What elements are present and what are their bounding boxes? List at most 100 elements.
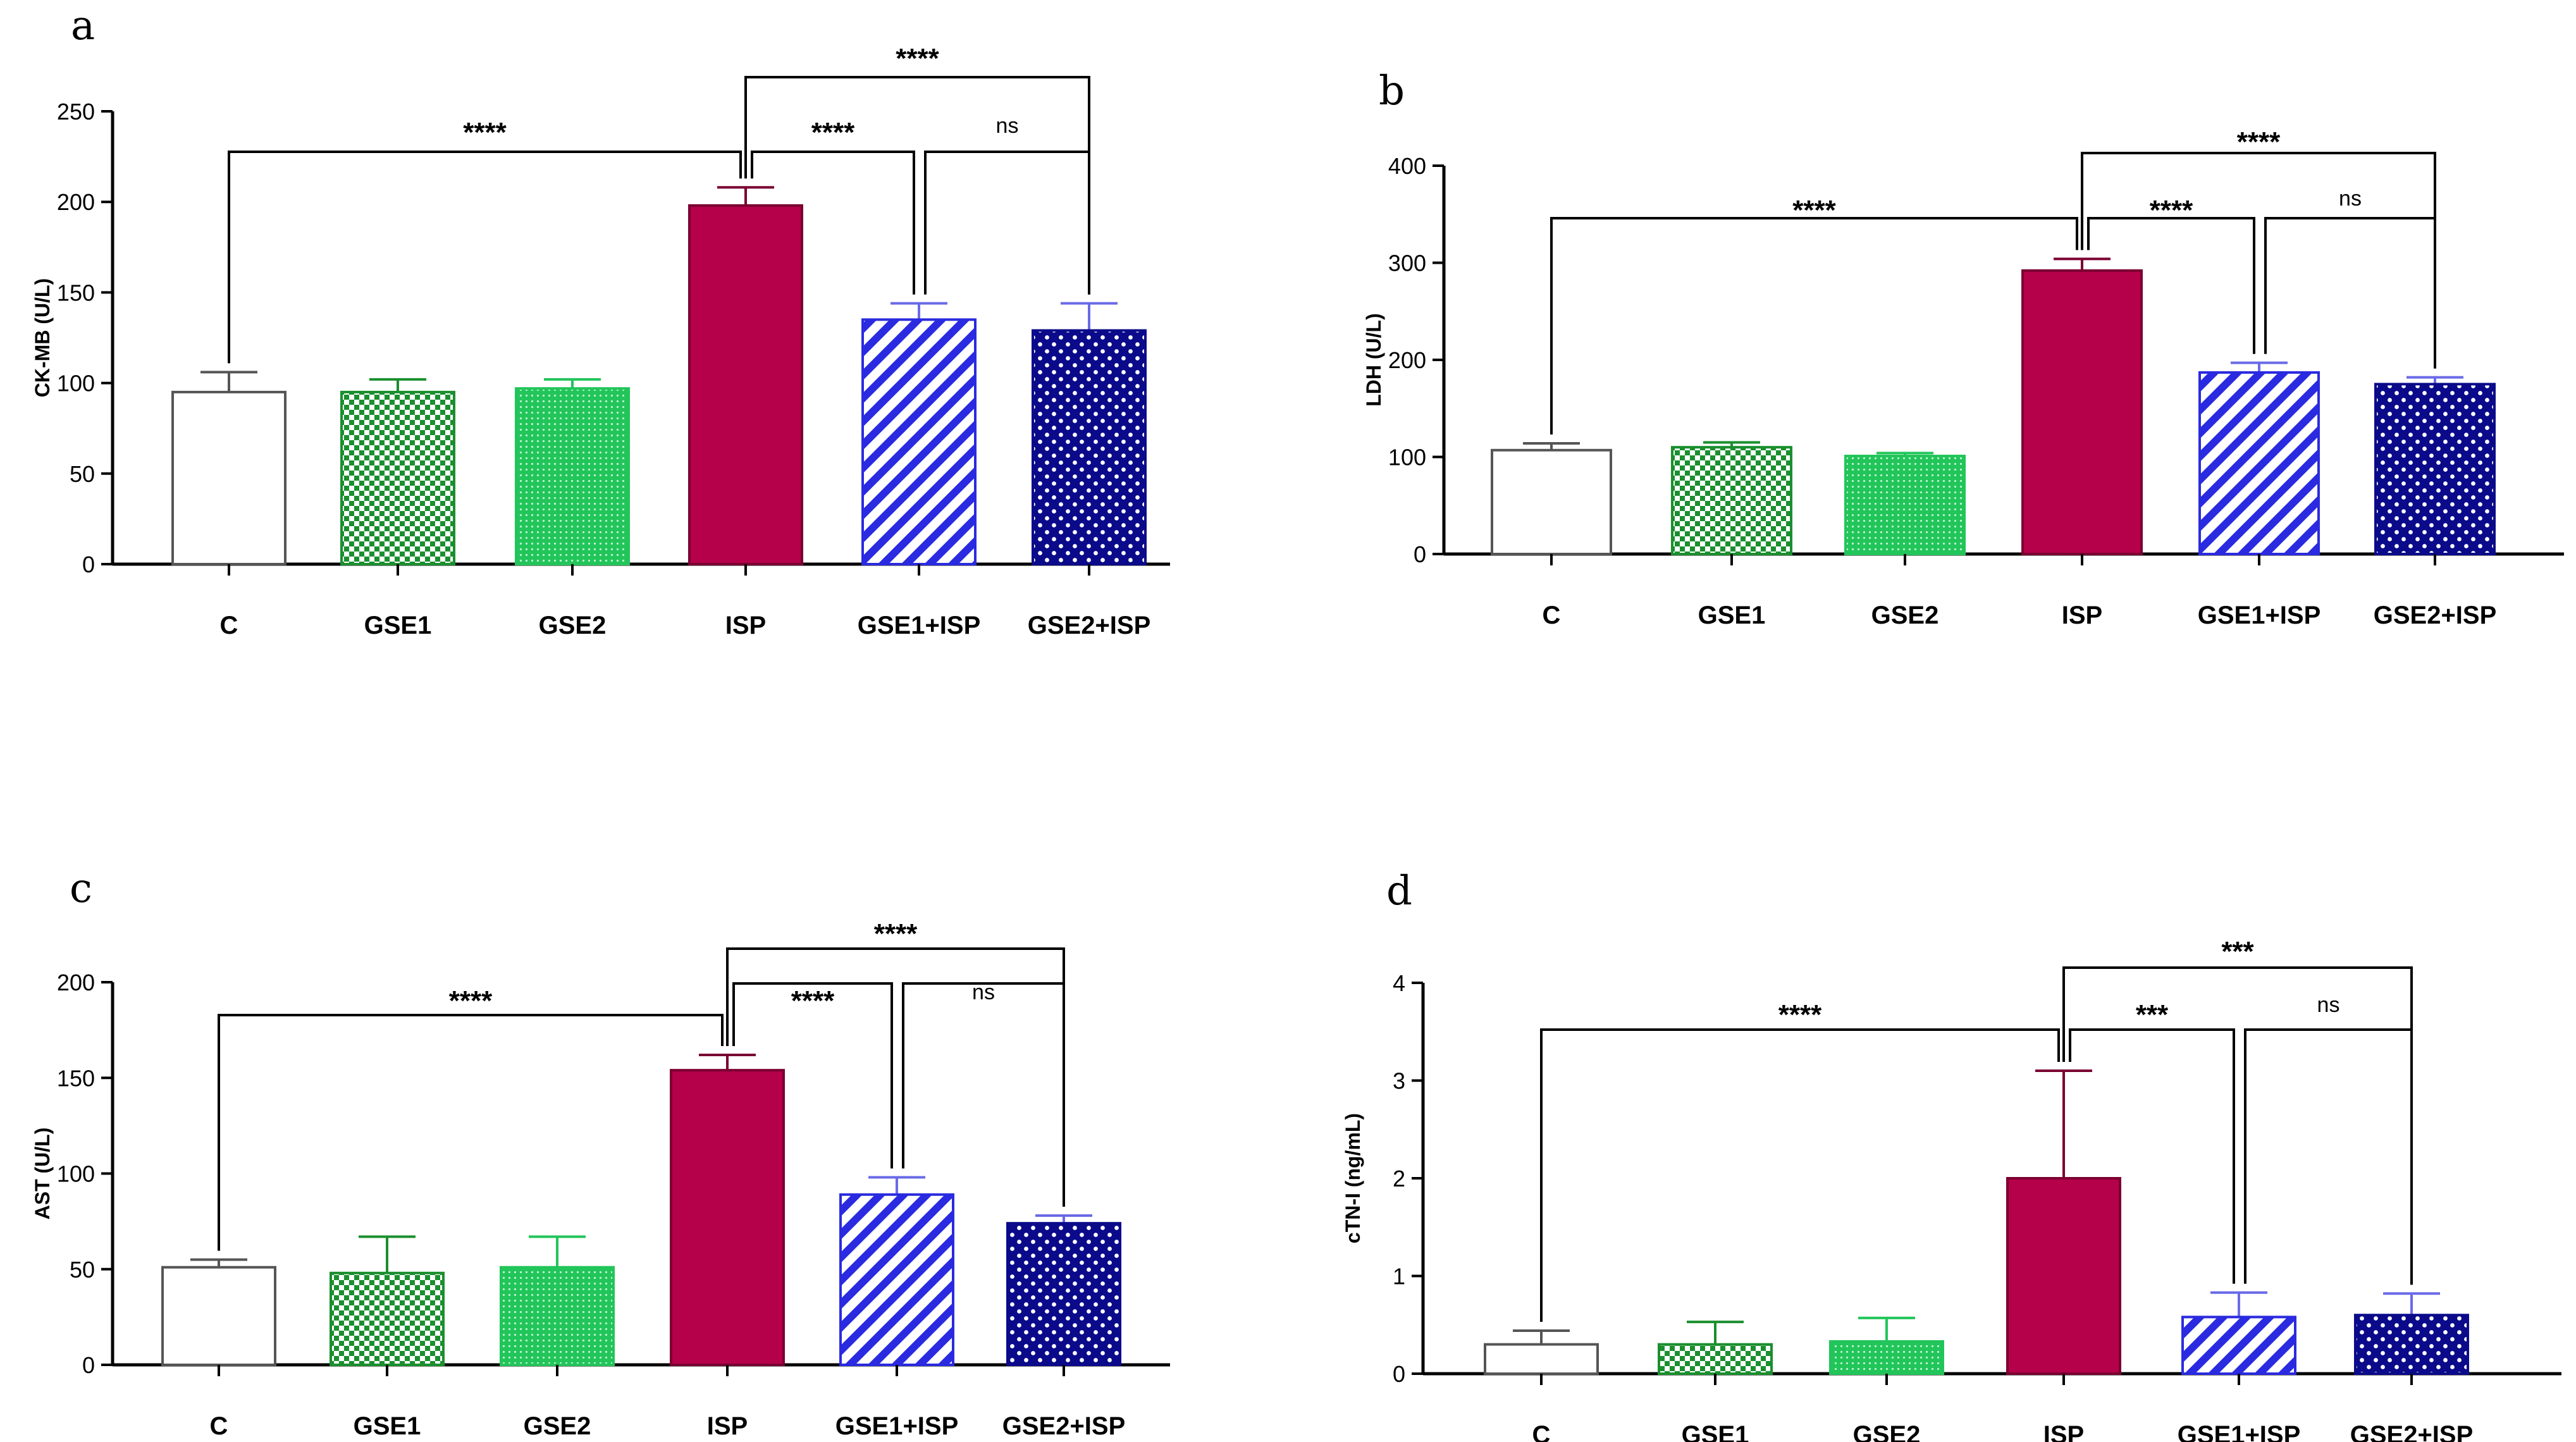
significance-label: ****	[463, 117, 507, 148]
x-tick-label: C	[1543, 601, 1561, 629]
y-tick-label: 150	[57, 280, 95, 305]
x-tick-label: C	[220, 612, 238, 639]
y-tick-label: 150	[57, 1065, 95, 1091]
bar-gse2	[515, 387, 630, 566]
significance-label: ****	[2237, 126, 2281, 157]
bar-gse1	[1671, 446, 1792, 556]
significance-label: ****	[2150, 195, 2193, 226]
x-tick-label: GSE2+ISP	[2350, 1421, 2474, 1442]
bar-c	[171, 390, 287, 565]
y-tick-label: 200	[1388, 347, 1426, 373]
y-tick-label: 300	[1388, 250, 1426, 276]
significance-bracket	[2087, 217, 2255, 354]
bar-gse2-plus-isp	[1032, 329, 1147, 565]
significance-bracket	[924, 151, 1090, 295]
bar-gse2-plus-isp	[2354, 1314, 2469, 1376]
x-tick-label: ISP	[725, 612, 766, 639]
x-tick-label: GSE2	[524, 1412, 591, 1440]
y-tick-label: 0	[1393, 1361, 1405, 1387]
significance-bracket	[732, 982, 893, 1169]
y-tick-label: 100	[1388, 445, 1426, 471]
panel-letter: a	[71, 3, 95, 49]
panel-letter: c	[70, 865, 92, 912]
bar-isp	[2021, 269, 2143, 555]
significance-label: ****	[874, 918, 918, 949]
bar-gse2-plus-isp	[1006, 1222, 1121, 1367]
y-axis-title: cTN-I (ng/mL)	[1341, 1113, 1364, 1243]
significance-bracket	[228, 151, 742, 364]
significance-label: ****	[449, 985, 493, 1016]
y-tick-label: 100	[57, 371, 95, 397]
significance-label: ****	[1792, 195, 1836, 226]
y-tick-label: 0	[1414, 541, 1426, 567]
y-tick-label: 2	[1393, 1166, 1405, 1192]
x-tick-label: GSE1	[354, 1412, 421, 1440]
significance-label: ****	[791, 985, 835, 1016]
bar-gse2	[1829, 1340, 1944, 1375]
significance-bracket	[2069, 1028, 2235, 1284]
y-tick-label: 4	[1393, 970, 1405, 996]
x-tick-label: GSE2	[539, 612, 607, 639]
significance-bracket	[2062, 966, 2413, 1285]
bar-gse1-plus-isp	[2198, 371, 2320, 556]
bar-isp	[670, 1069, 785, 1367]
significance-bracket	[726, 947, 1065, 1207]
x-tick-label: ISP	[2043, 1421, 2084, 1442]
significance-label: ***	[2136, 999, 2169, 1030]
y-tick-label: 1	[1393, 1264, 1405, 1290]
significance-bracket	[751, 151, 915, 295]
y-tick-label: 3	[1393, 1068, 1405, 1094]
x-tick-label: ISP	[707, 1412, 748, 1440]
significance-label: ns	[2317, 993, 2340, 1017]
y-tick-label: 200	[57, 189, 95, 215]
significance-label: ns	[972, 980, 995, 1004]
significance-bracket	[2081, 152, 2436, 369]
significance-bracket	[2264, 217, 2436, 369]
x-tick-label: GSE2+ISP	[1002, 1412, 1126, 1440]
bar-gse1	[340, 390, 455, 565]
significance-bracket	[1540, 1028, 2060, 1322]
x-tick-label: GSE1	[1682, 1421, 1749, 1442]
bar-isp	[688, 204, 803, 566]
y-tick-label: 100	[57, 1161, 95, 1187]
y-tick-label: 0	[82, 1352, 95, 1378]
x-tick-label: C	[210, 1412, 228, 1440]
bar-gse2-plus-isp	[2374, 383, 2496, 555]
significance-bracket	[744, 76, 1090, 295]
x-tick-label: GSE2+ISP	[1028, 612, 1151, 639]
x-tick-label: ISP	[2062, 601, 2102, 629]
x-tick-label: C	[1532, 1421, 1551, 1442]
bar-c	[161, 1266, 276, 1366]
significance-label: ns	[2339, 187, 2362, 211]
y-tick-label: 50	[70, 461, 95, 487]
significance-bracket	[1550, 217, 2078, 435]
x-tick-label: GSE2+ISP	[2374, 601, 2497, 629]
x-tick-label: GSE1+ISP	[2198, 601, 2321, 629]
y-axis-title: CK-MB (U/L)	[31, 278, 54, 397]
panel-letter: b	[1379, 68, 1405, 114]
bar-c	[1491, 448, 1612, 555]
bar-gse1	[1658, 1343, 1773, 1375]
x-tick-label: GSE1+ISP	[858, 612, 981, 639]
bar-c	[1484, 1343, 1599, 1375]
bar-gse1-plus-isp	[839, 1193, 954, 1367]
panel-letter: d	[1386, 868, 1412, 915]
panel-d: d 0 1 2 3 4 cTN-I (ng/mL) C GSE1 GSE2 ISP GSE1+ISP G…	[1341, 868, 2561, 1442]
panel-c: c 0 50 100 150 200 AST (U/L) C GSE1 GSE2 ISP GSE1+I…	[31, 865, 1170, 1440]
y-tick-label: 400	[1388, 153, 1426, 179]
x-tick-label: GSE2	[1871, 601, 1939, 629]
significance-label: ns	[996, 114, 1019, 138]
y-tick-label: 250	[57, 99, 95, 125]
significance-label: ***	[2221, 936, 2254, 967]
bar-gse1-plus-isp	[861, 318, 977, 565]
x-tick-label: GSE1	[364, 612, 432, 639]
y-tick-label: 50	[70, 1257, 95, 1283]
significance-bracket	[902, 982, 1065, 1207]
panel-a: a 0 50 100 150 200 250 CK-MB (U/L) C GSE1 GSE2 ISP G…	[31, 3, 1170, 639]
x-tick-label: GSE1+ISP	[2178, 1421, 2301, 1442]
panel-b: b 0 100 200 300 400 LDH (U/L) C GSE1 GSE2 ISP GSE1+…	[1362, 68, 2564, 629]
bar-gse2	[500, 1266, 615, 1366]
x-tick-label: GSE1	[1698, 601, 1766, 629]
y-axis-title: AST (U/L)	[31, 1128, 54, 1220]
